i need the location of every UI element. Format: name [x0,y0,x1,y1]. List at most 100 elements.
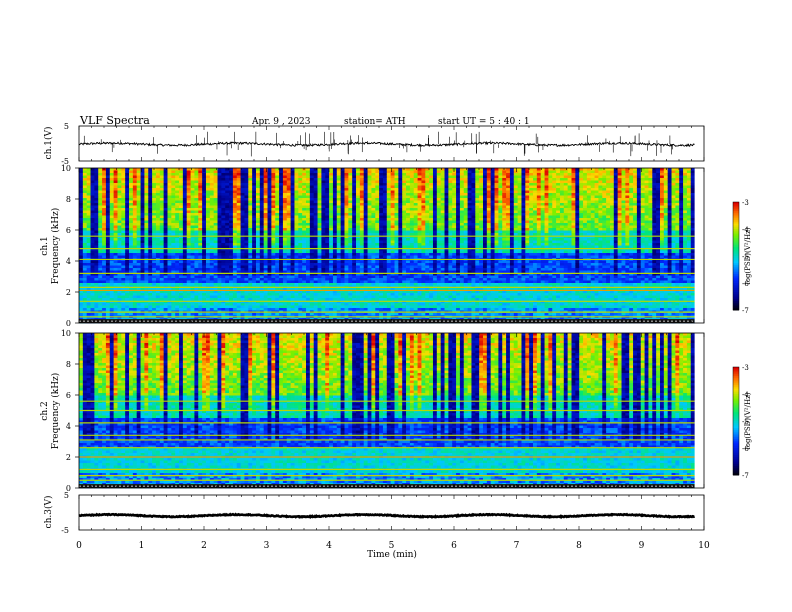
ch1-colorbar-swatch [733,234,739,237]
ch1-spectrogram-ytick-label: 4 [66,257,71,266]
ch2-spectrogram-ytick-label: 2 [66,453,71,462]
ch1-colorbar: -3 -4 -5 -6 -7 [732,199,749,315]
ch1-colorbar-swatch [733,202,739,205]
ch2-colorbar-swatch [733,428,739,431]
ch2-colorbar-swatch [733,430,739,433]
ch1-colorbar-swatch [733,292,739,295]
ch2-spectrogram-ylabel: Frequency (kHz) [50,373,61,450]
ch1-colorbar-swatch [733,216,739,219]
ch2-colorbar-swatch [733,417,739,420]
ch1-colorbar-swatch [733,274,739,277]
ch2-colorbar-swatch [733,370,739,373]
ch1-colorbar-swatch [733,261,739,264]
ch1-colorbar-swatch [733,293,739,297]
ch2-colorbar-swatch [733,471,739,474]
ch1-spectrogram-ytick-label: 8 [66,195,71,204]
ch1-colorbar-swatch [733,265,739,268]
ch2-colorbar-swatch [733,422,739,426]
time-tick-label: 10 [698,541,710,551]
ch1-colorbar-swatch [733,263,739,266]
ch1-colorbar-swatch [733,281,739,284]
ch1-colorbar-swatch [733,241,739,244]
ch2-colorbar-swatch [733,426,739,429]
ch1-colorbar-swatch [733,288,739,291]
ch3-waveform-trace [78,512,695,520]
ch2-colorbar-swatch [733,431,739,435]
ch2-colorbar-swatch [733,457,739,460]
time-tick-label: 6 [451,541,457,551]
ch2-spectrogram-channel-label: ch.2 [40,401,50,420]
ch1-colorbar-swatch [733,306,739,309]
ch2-colorbar-tick-label: -5 [742,418,749,426]
ch1-colorbar-swatch [733,225,739,228]
ch1-colorbar-swatch [733,283,739,286]
ch1-colorbar-swatch [733,295,739,298]
ch2-spectrogram-ytick-label: 0 [66,484,71,493]
ch2-colorbar-swatch [733,381,739,384]
time-tick-label: 0 [76,541,82,551]
time-tick-label: 5 [389,541,395,551]
ch2-colorbar-swatch [733,386,739,390]
ch1-colorbar-tick-label: -3 [742,199,749,207]
ch1-colorbar-swatch [733,252,739,255]
ch1-spectrogram-blank-tail [694,168,704,323]
ch1-spectrogram-cells [79,168,696,324]
ch2-colorbar-swatch [733,435,739,438]
date-label: Apr. 9 , 2023 [251,117,311,127]
ch2-colorbar-swatch [733,446,739,449]
ch2-colorbar-frame [732,366,740,476]
ch2-spectrogram-ytick-label: 4 [66,422,71,431]
ch2-colorbar-swatch [733,379,739,382]
ch2-colorbar-swatch [733,421,739,424]
ch1-colorbar-swatch [733,256,739,259]
ch2-colorbar: -3 -4 -5 -6 -7 [732,364,749,480]
ch1-colorbar-frame [732,201,740,311]
ch2-colorbar-swatch [733,439,739,442]
ch1-colorbar-swatch [733,232,739,235]
ch2-colorbar-swatch [733,424,739,427]
ch2-colorbar-swatch [733,467,739,471]
ch1-spectrogram-panel: 0 2 4 6 8 10 [61,164,705,328]
ch1-colorbar-swatch [733,259,739,262]
ch2-colorbar-swatch [733,469,739,472]
time-tick-label: 9 [639,541,645,551]
ch2-colorbar-swatch [733,473,739,476]
ch2-colorbar-swatch [733,383,739,386]
ch1-colorbar-swatch [733,290,739,293]
ch2-colorbar-swatch [733,377,739,381]
ch2-colorbar-tick-label: -6 [742,445,749,453]
time-tick-label: 4 [326,541,332,551]
figure-title: VLF Spectra [79,114,150,127]
ch2-colorbar-tick-label: -3 [742,364,749,372]
ch1-colorbar-swatch [733,279,739,282]
ch1-colorbar-swatch [733,245,739,248]
ch2-colorbar-swatch [733,412,739,415]
ch2-colorbar-swatch [733,413,739,417]
ch1-colorbar-swatch [733,214,739,217]
ch1-colorbar-tick-label: -5 [742,253,749,261]
ch1-colorbar-swatch [733,239,739,243]
ch2-colorbar-swatch [733,440,739,444]
ch2-colorbar-swatch [733,372,739,375]
ch2-colorbar-swatch [733,399,739,402]
ch1-colorbar-swatch [733,254,739,257]
ch2-colorbar-swatch [733,449,739,453]
ch2-colorbar-swatch [733,460,739,463]
ch3-waveform-ylabel: ch.3(V) [43,496,54,529]
ch1-colorbar-swatch [733,297,739,300]
ch2-colorbar-swatch [733,394,739,397]
ch1-waveform-ylabel: ch.1(V) [43,127,54,160]
ch2-colorbar-swatch [733,466,739,469]
ch1-colorbar-swatch [733,243,739,246]
ch1-colorbar-swatch [733,308,739,311]
time-tick-label: 8 [576,541,582,551]
ch2-colorbar-swatch [733,415,739,418]
time-tick-label: 1 [139,541,145,551]
ch2-spectrogram-ytick-label: 8 [66,360,71,369]
ch1-colorbar-swatch [733,220,739,223]
ch2-colorbar-swatch [733,462,739,465]
ch2-colorbar-swatch [733,403,739,406]
ch1-colorbar-tick-label: -6 [742,280,749,288]
ch1-colorbar-label: log(PSD)(V²/Hz) [744,227,752,284]
ch1-colorbar-swatch [733,203,739,207]
